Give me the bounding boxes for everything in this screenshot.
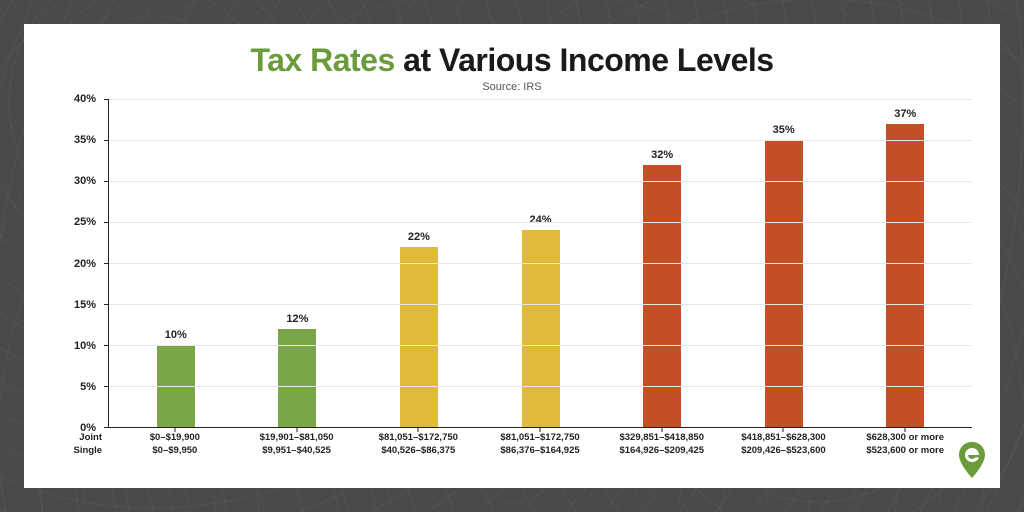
- bar-value-label: 24%: [530, 214, 552, 226]
- bar-value-label: 22%: [408, 231, 430, 243]
- filing-label-joint: Joint: [52, 432, 102, 445]
- y-tick: [104, 345, 109, 346]
- bar: [522, 230, 560, 427]
- y-tick-label: 15%: [74, 299, 96, 311]
- x-tick: [174, 427, 175, 432]
- bar-value-label: 32%: [651, 149, 673, 161]
- title-accent: Tax Rates: [250, 42, 394, 78]
- x-axis-bracket-label: $418,851–$628,300$209,426–$523,600: [723, 428, 845, 474]
- plot-area: 10% 12% 22% 24% 32% 35% 37%: [108, 99, 972, 428]
- y-tick-label: 40%: [74, 93, 96, 105]
- grid-line: [109, 140, 972, 141]
- x-axis: $0–$19,900$0–$9,950$19,901–$81,050$9,951…: [108, 428, 972, 474]
- x-axis-bracket-label: $329,851–$418,850$164,926–$209,425: [601, 428, 723, 474]
- bracket-single: $0–$9,950: [114, 445, 236, 458]
- grid-line: [109, 181, 972, 182]
- grid-line: [109, 304, 972, 305]
- x-tick: [296, 427, 297, 432]
- bar-chart: 0%5%10%15%20%25%30%35%40% 10%12%22%24%32…: [52, 99, 972, 474]
- y-tick: [104, 263, 109, 264]
- y-tick-label: 35%: [74, 134, 96, 146]
- y-tick-label: 20%: [74, 258, 96, 270]
- bar-value-label: 37%: [894, 108, 916, 120]
- x-axis-bracket-label: $81,051–$172,750$86,376–$164,925: [479, 428, 601, 474]
- y-axis: 0%5%10%15%20%25%30%35%40%: [52, 99, 104, 428]
- bar: [278, 329, 316, 427]
- chart-card: Tax Rates at Various Income Levels Sourc…: [24, 24, 1000, 488]
- y-tick-label: 30%: [74, 175, 96, 187]
- title-rest: at Various Income Levels: [395, 42, 774, 78]
- y-tick-label: 5%: [80, 381, 96, 393]
- y-tick: [104, 222, 109, 223]
- grid-line: [109, 386, 972, 387]
- grid-line: [109, 345, 972, 346]
- grid-line: [109, 222, 972, 223]
- brand-logo-icon: [956, 440, 988, 480]
- x-tick: [783, 427, 784, 432]
- x-tick: [905, 427, 906, 432]
- bracket-joint: $418,851–$628,300: [723, 432, 845, 445]
- bar: [400, 247, 438, 427]
- x-tick: [540, 427, 541, 432]
- bracket-joint: $329,851–$418,850: [601, 432, 723, 445]
- y-tick: [104, 140, 109, 141]
- x-axis-bracket-label: $628,300 or more$523,600 or more: [844, 428, 966, 474]
- filing-status-labels: Joint Single: [52, 428, 108, 474]
- bracket-single: $209,426–$523,600: [723, 445, 845, 458]
- y-tick: [104, 386, 109, 387]
- grid-line: [109, 263, 972, 264]
- bar: [886, 124, 924, 427]
- x-axis-bracket-label: $0–$19,900$0–$9,950: [114, 428, 236, 474]
- bracket-joint: $628,300 or more: [844, 432, 966, 445]
- bar-value-label: 35%: [773, 124, 795, 136]
- y-tick-label: 10%: [74, 340, 96, 352]
- y-tick: [104, 99, 109, 100]
- bar-value-label: 10%: [165, 329, 187, 341]
- bracket-joint: $81,051–$172,750: [479, 432, 601, 445]
- x-tick: [418, 427, 419, 432]
- page-title: Tax Rates at Various Income Levels: [52, 42, 972, 79]
- source-label: Source: IRS: [52, 81, 972, 93]
- bracket-joint: $81,051–$172,750: [357, 432, 479, 445]
- grid-line: [109, 99, 972, 100]
- y-tick: [104, 181, 109, 182]
- x-axis-bracket-label: $19,901–$81,050$9,951–$40,525: [236, 428, 358, 474]
- bracket-single: $86,376–$164,925: [479, 445, 601, 458]
- filing-label-single: Single: [52, 445, 102, 458]
- bracket-single: $40,526–$86,375: [357, 445, 479, 458]
- x-axis-bracket-label: $81,051–$172,750$40,526–$86,375: [357, 428, 479, 474]
- bracket-joint: $19,901–$81,050: [236, 432, 358, 445]
- bracket-single: $164,926–$209,425: [601, 445, 723, 458]
- x-tick: [661, 427, 662, 432]
- bracket-single: $9,951–$40,525: [236, 445, 358, 458]
- y-tick: [104, 304, 109, 305]
- bracket-single: $523,600 or more: [844, 445, 966, 458]
- y-tick-label: 25%: [74, 216, 96, 228]
- bracket-joint: $0–$19,900: [114, 432, 236, 445]
- bar: [765, 140, 803, 427]
- bar: [643, 165, 681, 427]
- bar-value-label: 12%: [286, 313, 308, 325]
